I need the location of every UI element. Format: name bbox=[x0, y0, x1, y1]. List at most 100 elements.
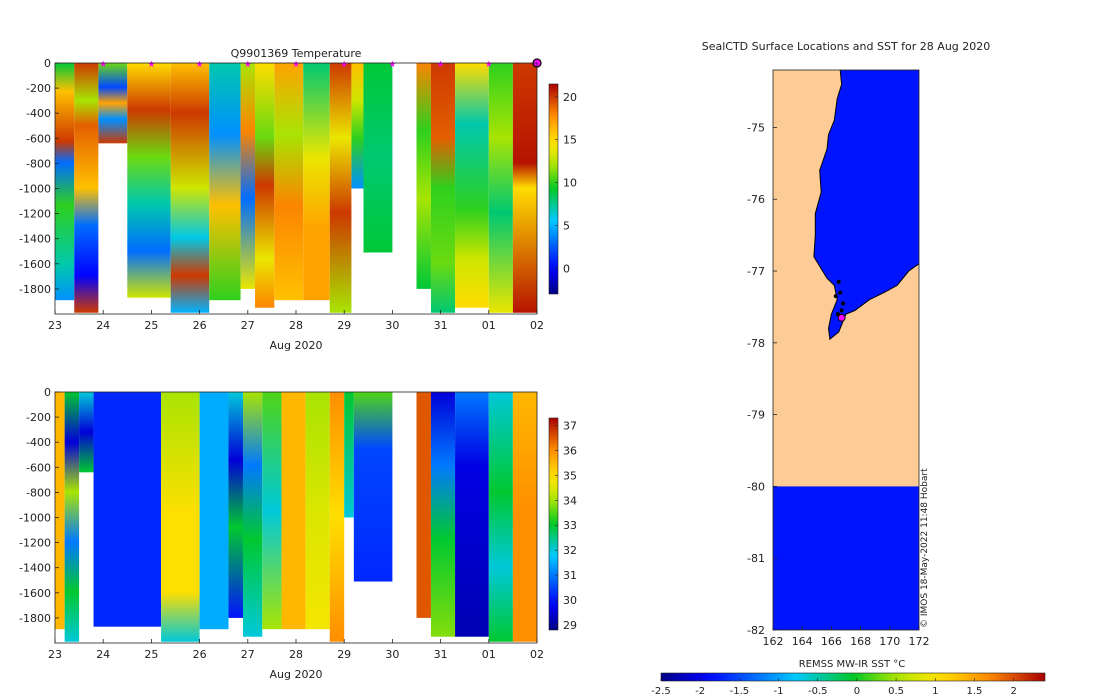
temperature-x-tick-label: 30 bbox=[385, 319, 399, 332]
temperature-profile-17 bbox=[512, 63, 537, 313]
temperature-colorbar-scale bbox=[548, 83, 559, 295]
salinity-y-ticks: 0 -200 -400 -600 -800 -1000 -1200 -1400 -1600 -18… bbox=[19, 386, 59, 625]
temperature-y-tick-label: 0 bbox=[44, 57, 51, 70]
salinity-x-tick-label: 28 bbox=[289, 648, 303, 661]
map-x-tick-label: 168 bbox=[850, 635, 871, 648]
salinity-profile-11 bbox=[329, 392, 345, 642]
temperature-y-tick-label: -600 bbox=[26, 132, 51, 145]
salinity-profile-3 bbox=[93, 392, 162, 627]
temperature-profile-0 bbox=[55, 63, 75, 301]
salinity-profile-1 bbox=[64, 392, 80, 642]
temperature-x-tick-label: 01 bbox=[482, 319, 496, 332]
salinity-x-tick-label: 31 bbox=[434, 648, 448, 661]
temperature-profiles bbox=[55, 63, 537, 313]
temperature-x-tick-label: 29 bbox=[337, 319, 351, 332]
salinity-profile-18 bbox=[512, 392, 537, 642]
salinity-y-tick-label: -1800 bbox=[19, 612, 51, 625]
map-x-tick-label: 170 bbox=[879, 635, 900, 648]
profile-marker: ★ bbox=[196, 60, 204, 70]
map-y-tick-label: -79 bbox=[747, 409, 765, 422]
salinity-profile-17 bbox=[488, 392, 513, 642]
temperature-y-tick-label: -800 bbox=[26, 157, 51, 170]
sst-colorbar-tick-label: 1.5 bbox=[967, 686, 983, 697]
salinity-profile-4 bbox=[161, 392, 200, 642]
map-y-tick-label: -77 bbox=[747, 265, 765, 278]
salinity-profile-16 bbox=[455, 392, 489, 637]
map-x-tick-label: 172 bbox=[909, 635, 930, 648]
temperature-profile-3 bbox=[127, 63, 171, 298]
salinity-y-tick-label: 0 bbox=[44, 386, 51, 399]
temperature-x-tick-label: 27 bbox=[241, 319, 255, 332]
sst-colorbar-tick-label: -2 bbox=[695, 686, 705, 697]
temperature-profile-11 bbox=[351, 63, 364, 189]
salinity-profile-2 bbox=[79, 392, 94, 473]
salinity-colorbar-tick-label: 29 bbox=[563, 619, 577, 632]
temperature-profile-1 bbox=[74, 63, 99, 313]
salinity-colorbar-tick-label: 30 bbox=[563, 594, 577, 607]
temperature-x-tick-label: 25 bbox=[144, 319, 158, 332]
map-y-tick-label: -82 bbox=[747, 624, 765, 637]
temperature-y-tick-label: -200 bbox=[26, 82, 51, 95]
temperature-profile-2 bbox=[98, 63, 128, 144]
temperature-profile-8 bbox=[274, 63, 304, 301]
salinity-profile-0 bbox=[55, 392, 65, 630]
salinity-profile-8 bbox=[262, 392, 282, 630]
sst-colorbar-scale bbox=[660, 672, 1046, 682]
temperature-x-ticks: 23 24 25 26 27 28 29 30 31 01 02 bbox=[48, 310, 544, 332]
salinity-colorbar-tick-label: 34 bbox=[563, 494, 577, 507]
map-y-tick-label: -76 bbox=[747, 193, 765, 206]
observation-point bbox=[836, 279, 841, 284]
map-y-tick-label: -75 bbox=[747, 121, 765, 134]
temperature-colorbar-tick-label: 5 bbox=[563, 219, 570, 232]
profile-marker: ★ bbox=[147, 60, 155, 70]
southern-sst-section bbox=[773, 486, 919, 630]
map-x-tick-label: 164 bbox=[792, 635, 813, 648]
map-plot-frame bbox=[772, 69, 920, 631]
temperature-profile-13 bbox=[416, 63, 431, 289]
profile-marker: ★ bbox=[244, 60, 252, 70]
observation-point bbox=[833, 294, 838, 299]
profile-marker: ★ bbox=[437, 60, 445, 70]
temperature-y-tick-label: -1200 bbox=[19, 208, 51, 221]
salinity-y-tick-label: -600 bbox=[26, 461, 51, 474]
temperature-y-tick-label: -1800 bbox=[19, 283, 51, 296]
salinity-profile-7 bbox=[242, 392, 263, 637]
temperature-colorbar-tick-label: 0 bbox=[563, 262, 570, 275]
temperature-colorbar-tick-label: 15 bbox=[563, 134, 577, 147]
sst-colorbar: -2.5 -2 -1.5 -1 -0.5 0 0.5 1 1.5 2 bbox=[651, 672, 1046, 697]
map-footnote: © IMOS 18-May-2022 11:48 Hobart bbox=[920, 468, 930, 628]
salinity-y-tick-label: -200 bbox=[26, 411, 51, 424]
salinity-colorbar-tick-label: 32 bbox=[563, 544, 577, 557]
profile-marker: ★ bbox=[485, 60, 493, 70]
salinity-y-tick-label: -1200 bbox=[19, 537, 51, 550]
temperature-x-tick-label: 02 bbox=[530, 319, 544, 332]
salinity-x-tick-label: 23 bbox=[48, 648, 62, 661]
salinity-profile-12 bbox=[344, 392, 354, 518]
map-title: SealCTD Surface Locations and SST for 28… bbox=[702, 40, 991, 53]
temperature-profile-9 bbox=[303, 63, 330, 301]
temperature-profile-7 bbox=[255, 63, 275, 308]
temperature-xlabel: Aug 2020 bbox=[270, 339, 323, 352]
map-y-tick-label: -81 bbox=[747, 552, 765, 565]
salinity-x-tick-label: 02 bbox=[530, 648, 544, 661]
map-x-tick-label: 162 bbox=[763, 635, 784, 648]
salinity-colorbar-tick-label: 31 bbox=[563, 569, 577, 582]
temperature-section-panel: Q9901369 Temperature ★ ★ ★ ★ ★ ★ ★ ★ ★ 23 24 25 26 2… bbox=[19, 47, 577, 352]
salinity-profile-13 bbox=[353, 392, 393, 582]
temperature-title: Q9901369 Temperature bbox=[231, 47, 362, 60]
salinity-profile-14 bbox=[416, 392, 431, 618]
salinity-y-tick-label: -1600 bbox=[19, 587, 51, 600]
temperature-y-ticks: 0 -200 -400 -600 -800 -1000 -1200 -1400 -1600 -18… bbox=[19, 57, 59, 296]
salinity-profile-15 bbox=[430, 392, 456, 637]
temperature-x-tick-label: 26 bbox=[193, 319, 207, 332]
temperature-x-tick-label: 24 bbox=[96, 319, 110, 332]
profile-marker: ★ bbox=[388, 60, 396, 70]
salinity-x-tick-label: 01 bbox=[482, 648, 496, 661]
sst-colorbar-tick-label: 1 bbox=[932, 686, 938, 697]
temperature-profile-5 bbox=[209, 63, 241, 301]
temperature-colorbar: 0 5 10 15 20 bbox=[548, 83, 577, 295]
salinity-profile-9 bbox=[281, 392, 306, 630]
salinity-x-tick-label: 27 bbox=[241, 648, 255, 661]
temperature-colorbar-tick-label: 10 bbox=[563, 177, 577, 190]
salinity-colorbar-tick-label: 35 bbox=[563, 469, 577, 482]
